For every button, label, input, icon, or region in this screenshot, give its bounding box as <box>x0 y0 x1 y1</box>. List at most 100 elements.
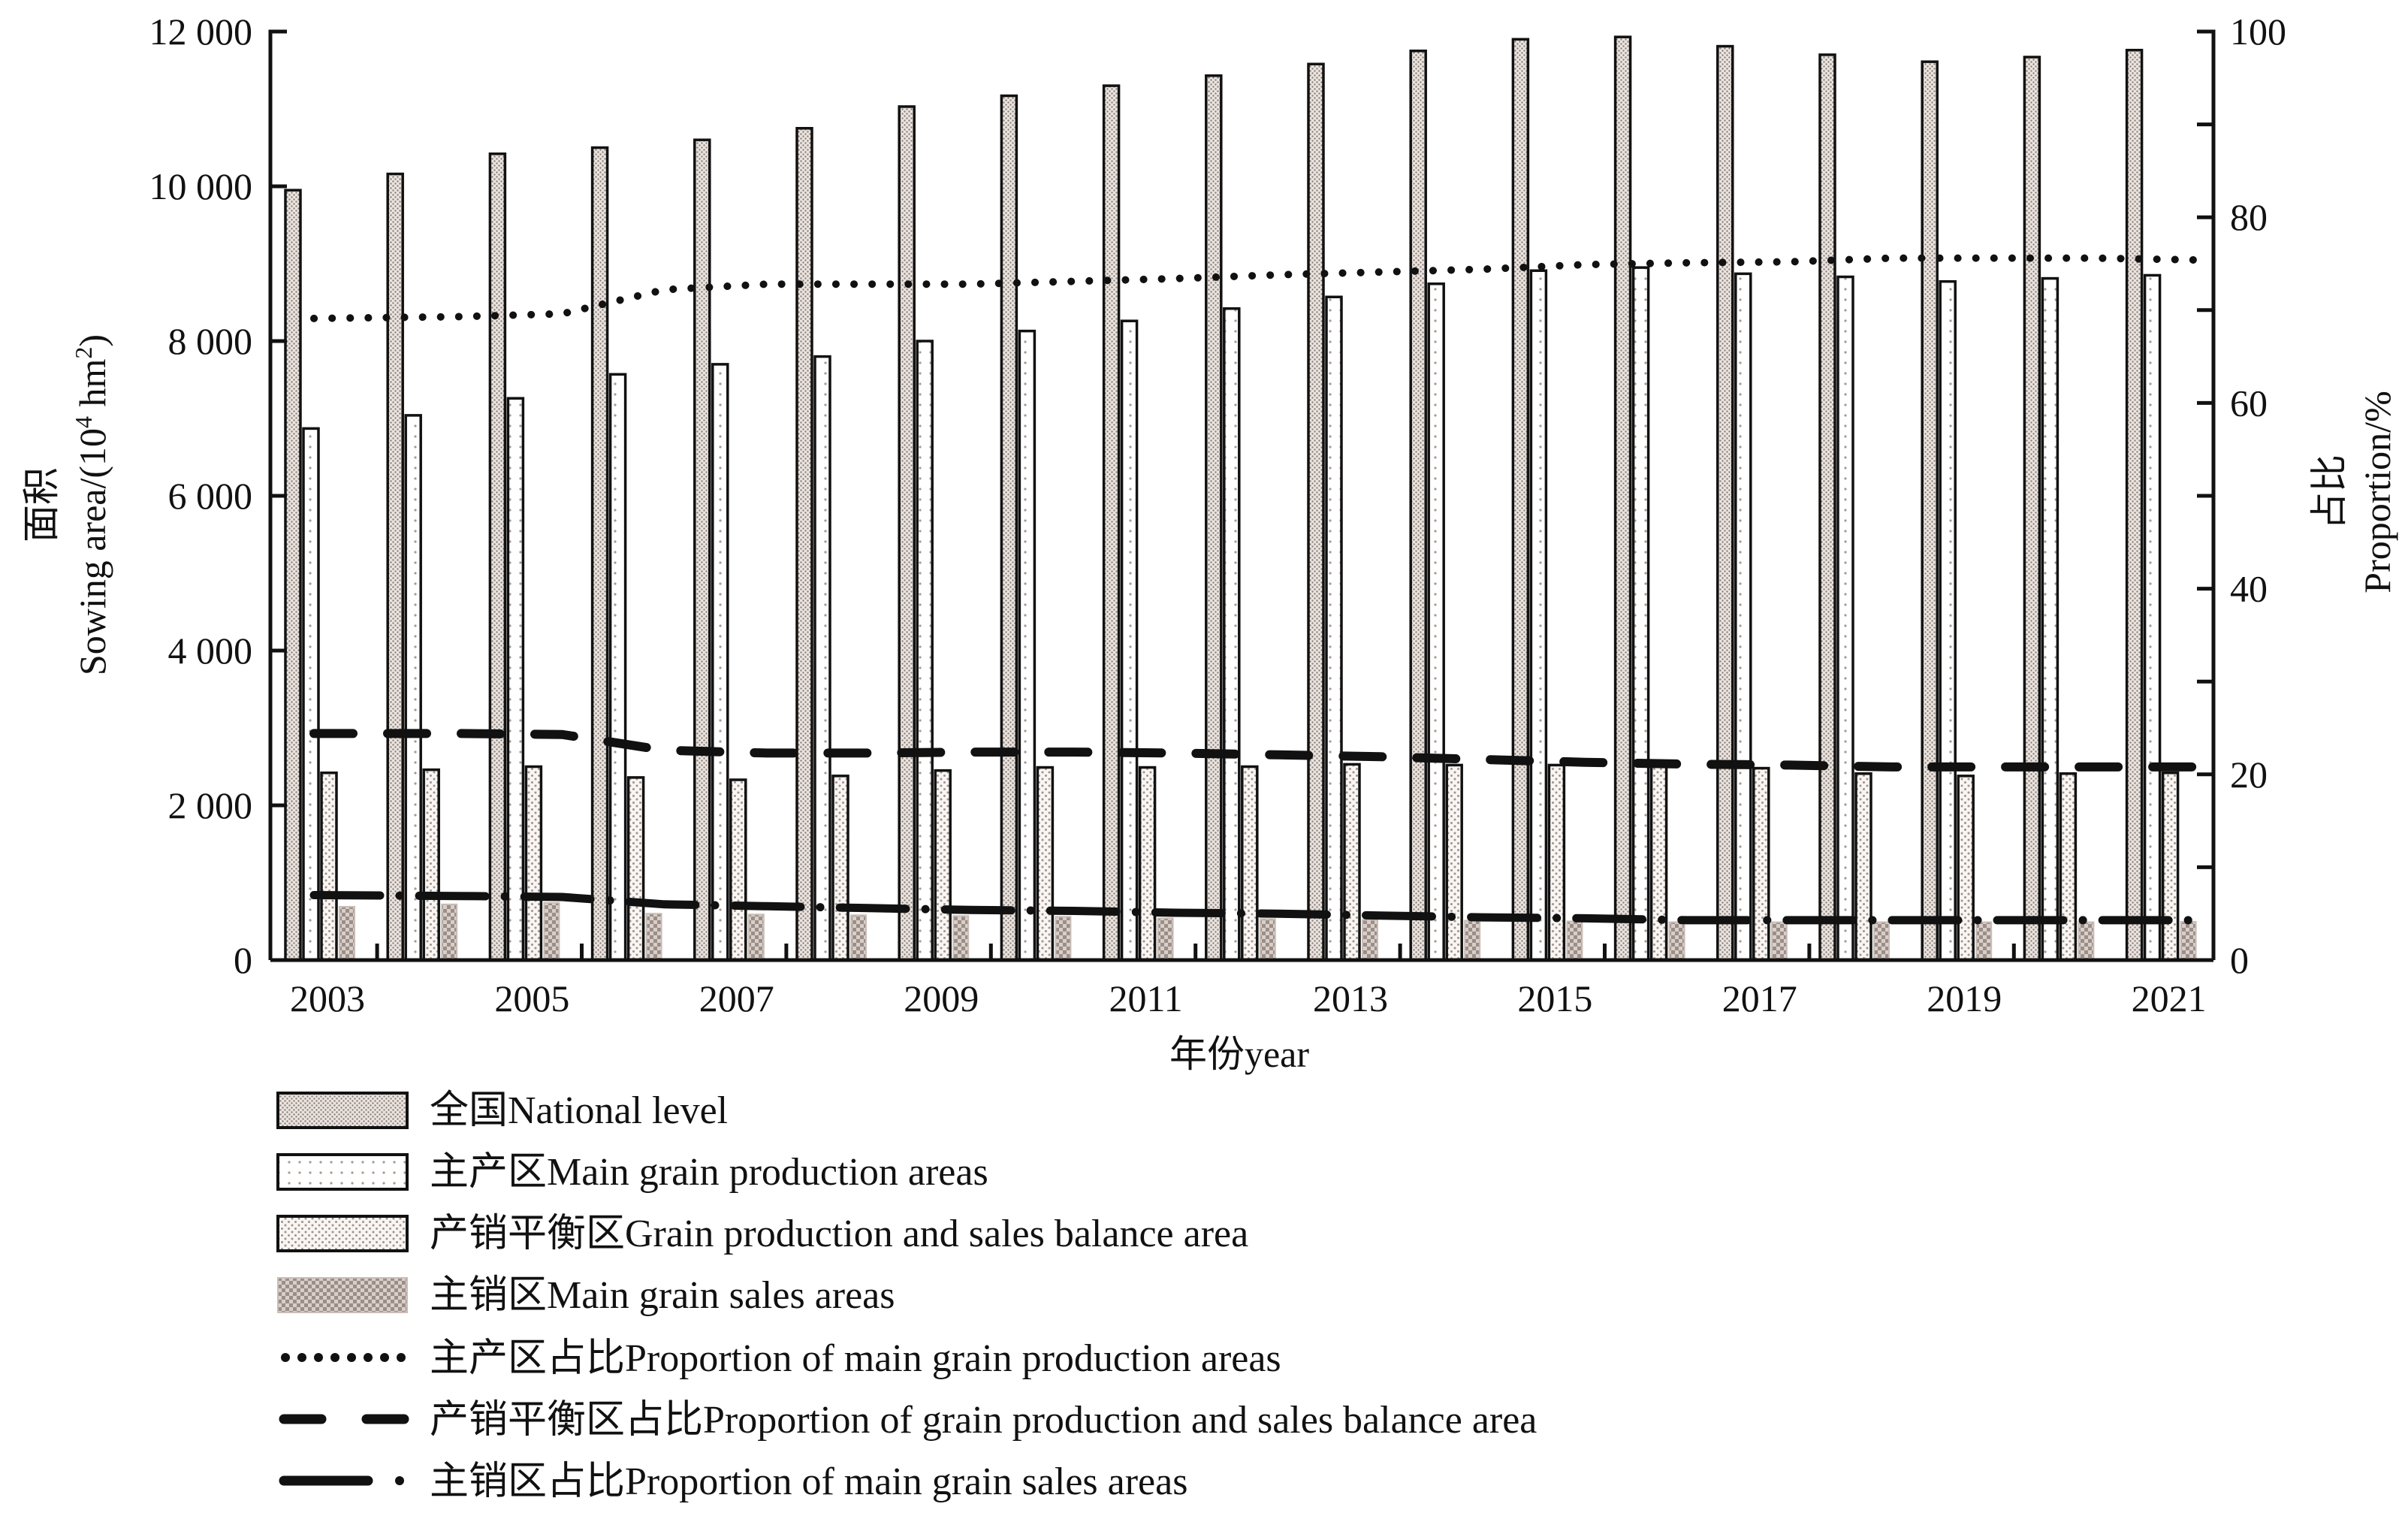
legend-label-national: 全国National level <box>430 1089 728 1132</box>
bar-mainprod-2021 <box>2143 273 2162 962</box>
bar-national-2016 <box>1613 35 1632 962</box>
legend: 全国National level 主产区Main grain production… <box>276 1089 1537 1503</box>
left-y-tick-label: 6 000 <box>168 475 253 517</box>
legend-dot <box>395 1476 404 1485</box>
bar-mainprod-2011 <box>1120 319 1139 962</box>
bar-sales-2004 <box>441 903 458 961</box>
x-tick-label: 2009 <box>904 977 979 1019</box>
bar-national-2008 <box>795 127 813 962</box>
axes: 0 2 000 4 000 6 000 8 000 10 000 12 000 0 20 40 6… <box>149 11 2287 1019</box>
left-y-tick-label: 10 000 <box>149 165 253 207</box>
legend-label-dashed: 产销平衡区占比Proportion of grain production an… <box>430 1399 1537 1442</box>
legend-swatch-balance <box>276 1215 409 1252</box>
bar-national-2009 <box>898 105 916 962</box>
bar-balance-2010 <box>1036 766 1055 962</box>
bar-national-2003 <box>284 189 302 962</box>
bar-mainprod-2008 <box>813 355 831 962</box>
bars-layer <box>284 35 2197 962</box>
bar-mainprod-2019 <box>1939 279 1957 962</box>
bar-sales-2005 <box>543 901 560 962</box>
bar-mainprod-2014 <box>1427 282 1445 962</box>
right-y-tick-label: 100 <box>2230 11 2286 53</box>
right-y-tick-label: 0 <box>2230 939 2249 981</box>
bar-mainprod-2006 <box>608 373 627 962</box>
bar-balance-2015 <box>1547 763 1566 962</box>
right-y-ticks: 0 20 40 60 80 100 <box>2197 11 2286 981</box>
bar-sales-2020 <box>2078 921 2095 962</box>
bar-balance-2005 <box>524 765 543 962</box>
bar-mainprod-2004 <box>404 414 422 962</box>
bar-national-2015 <box>1511 38 1530 962</box>
legend-dot <box>281 1353 290 1362</box>
bar-balance-2019 <box>1957 775 1975 962</box>
bar-mainprod-2005 <box>506 397 525 962</box>
bar-mainprod-2015 <box>1529 269 1548 962</box>
bar-balance-2018 <box>1854 772 1872 962</box>
left-y-tick-label: 12 000 <box>149 11 253 53</box>
right-y-title-en: Proportion/% <box>2356 391 2398 593</box>
bar-national-2012 <box>1205 74 1223 962</box>
x-tick-label: 2011 <box>1109 977 1183 1019</box>
bar-national-2010 <box>1000 94 1018 962</box>
bar-balance-2014 <box>1445 763 1463 962</box>
bar-sales-2013 <box>1362 919 1378 961</box>
bar-balance-2021 <box>2161 771 2180 962</box>
bar-balance-2004 <box>422 768 440 962</box>
bar-sales-2010 <box>1055 916 1072 961</box>
bar-sales-2014 <box>1464 920 1481 961</box>
bar-sales-2009 <box>952 915 970 962</box>
x-tick-label: 2019 <box>1927 977 2002 1019</box>
right-y-tick-label: 40 <box>2230 568 2268 610</box>
left-y-title-sup: 4 <box>70 416 97 428</box>
bar-national-2020 <box>2023 56 2041 962</box>
legend-dot <box>297 1353 306 1362</box>
left-y-title-en-main: Sowing area/(10 <box>71 428 113 675</box>
bar-balance-2006 <box>626 776 645 962</box>
left-y-title-close: ) <box>71 334 113 347</box>
x-axis-title: 年份year <box>1169 1033 1309 1075</box>
right-y-tick-label: 60 <box>2230 382 2268 424</box>
legend-label-sales: 主销区Main grain sales areas <box>430 1274 895 1317</box>
legend-label-dotted: 主产区占比Proportion of main grain production… <box>430 1337 1281 1380</box>
legend-label-dash-dot: 主销区占比Proportion of main grain sales area… <box>430 1460 1187 1503</box>
bar-sales-2015 <box>1566 920 1583 961</box>
left-y-tick-label: 2 000 <box>168 784 253 826</box>
legend-label-balance: 产销平衡区Grain production and sales balance … <box>430 1213 1248 1255</box>
bar-national-2018 <box>1818 53 1836 962</box>
bar-national-2019 <box>1921 60 1939 962</box>
bar-sales-2008 <box>850 914 867 962</box>
right-y-axis-title: 占比 <box>2308 455 2350 530</box>
x-tick-label: 2017 <box>1722 977 1797 1019</box>
bar-sales-2012 <box>1259 918 1276 962</box>
bar-sales-2018 <box>1873 921 1890 962</box>
left-y-axis-title-en: Sowing area/(104 hm2) <box>70 334 113 675</box>
bar-national-2014 <box>1409 50 1427 962</box>
bar-balance-2017 <box>1752 766 1770 962</box>
left-y-title-sup2: 2 <box>70 347 97 359</box>
left-y-axis-title: 面积 <box>20 467 62 542</box>
left-y-title-en: Sowing area/(104 hm2) <box>70 334 113 675</box>
legend-dot <box>314 1353 323 1362</box>
lines-layer <box>309 254 2204 925</box>
x-tick-label: 2007 <box>699 977 774 1019</box>
bar-national-2006 <box>590 146 609 962</box>
left-y-tick-label: 4 000 <box>168 630 253 672</box>
left-y-tick-label: 0 <box>234 939 252 981</box>
left-y-title-en-tail: hm <box>71 358 113 416</box>
bar-sales-2011 <box>1157 917 1174 962</box>
bar-balance-2012 <box>1241 765 1259 962</box>
legend-label-mainprod: 主产区Main grain production areas <box>430 1151 988 1194</box>
x-ticks: 2003 2005 2007 2009 2011 2013 2015 2017 2019 2021 <box>290 944 2207 1019</box>
left-y-tick-label: 8 000 <box>168 320 253 362</box>
bar-national-2021 <box>2125 48 2144 962</box>
legend-dot <box>380 1353 389 1362</box>
legend-dot <box>347 1353 356 1362</box>
bar-national-2017 <box>1716 44 1734 962</box>
x-tick-label: 2013 <box>1313 977 1388 1019</box>
right-y-tick-label: 80 <box>2230 196 2268 238</box>
bar-sales-2003 <box>339 905 355 962</box>
bar-balance-2007 <box>729 778 747 962</box>
legend-swatch-mainprod <box>276 1153 409 1191</box>
bar-national-2013 <box>1307 62 1325 962</box>
